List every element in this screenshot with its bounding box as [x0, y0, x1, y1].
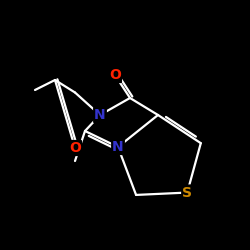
Text: N: N [112, 140, 124, 154]
Text: O: O [69, 141, 81, 155]
Text: N: N [94, 108, 106, 122]
Text: O: O [109, 68, 121, 82]
Text: S: S [182, 186, 192, 200]
